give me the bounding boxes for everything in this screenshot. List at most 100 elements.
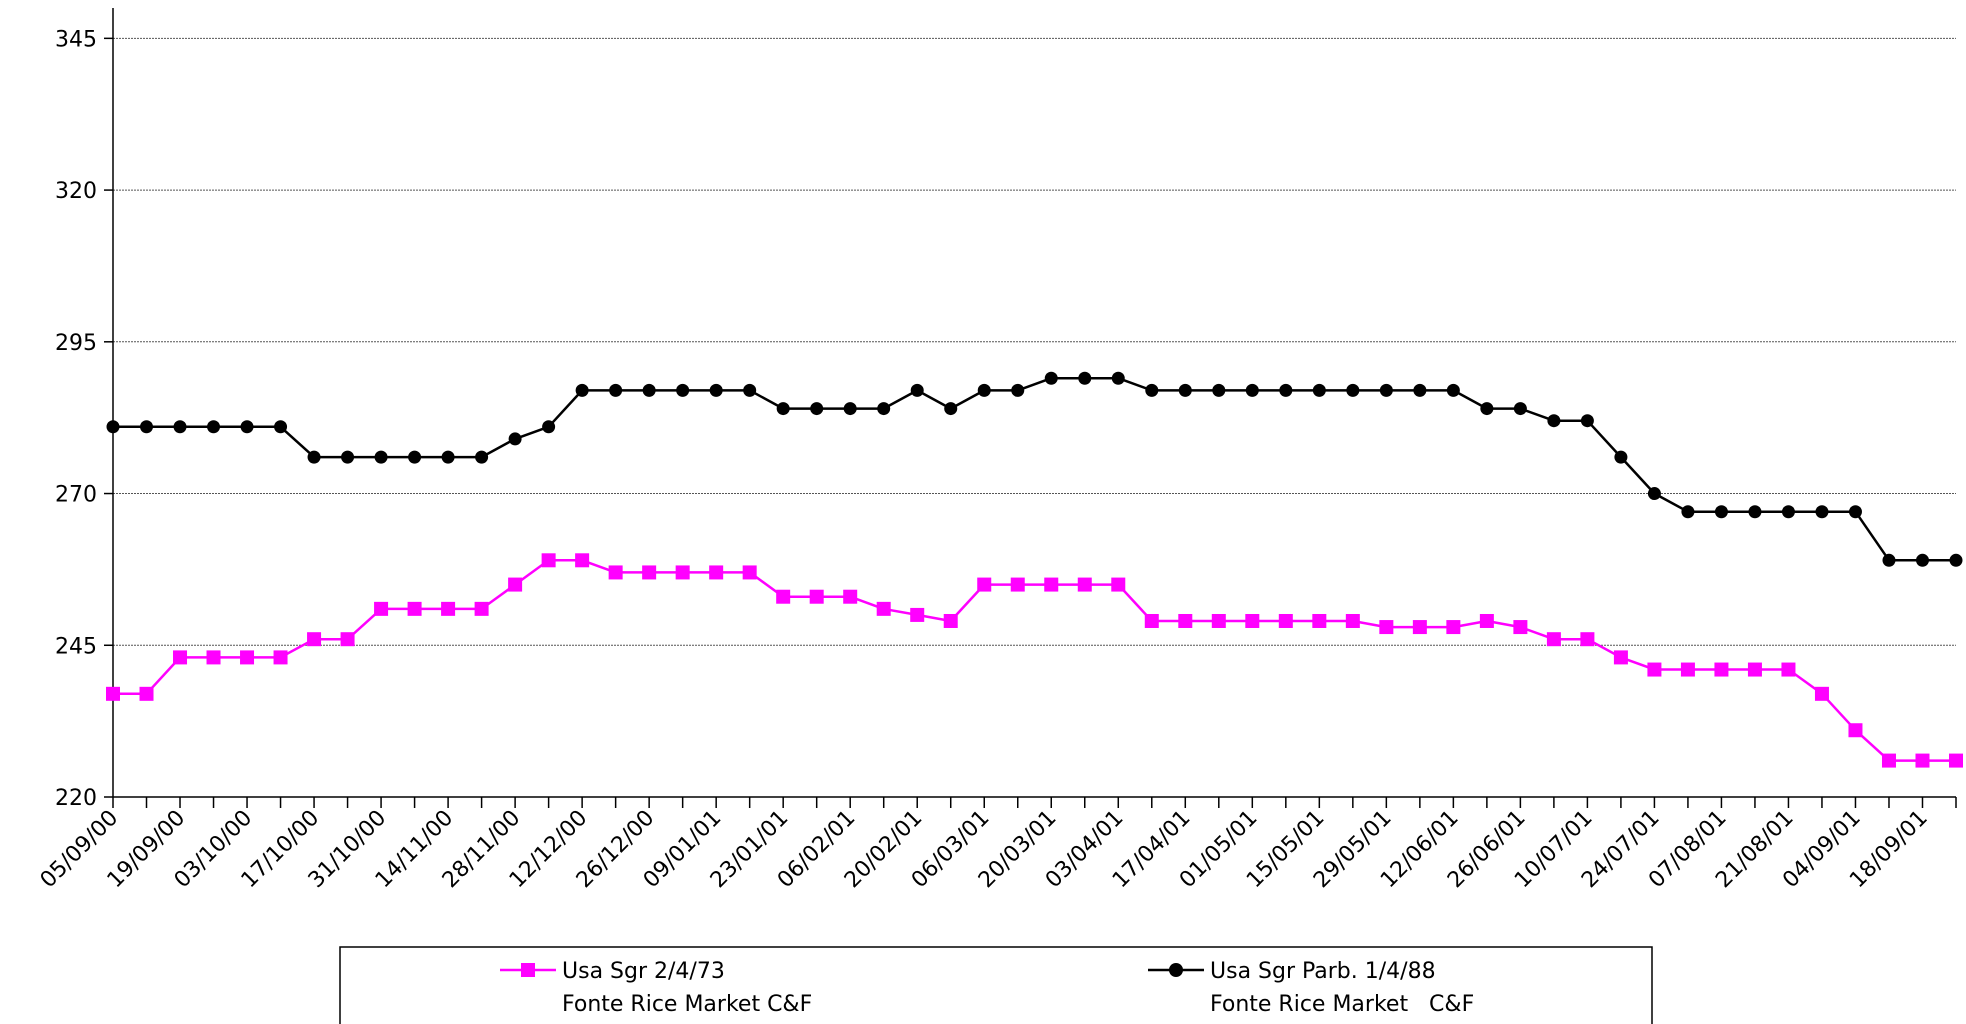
data-point: [173, 650, 188, 665]
data-point: [742, 565, 757, 580]
legend-entry-1: Usa Sgr 2/4/73 Fonte Rice Market C&F: [500, 959, 812, 1017]
data-point: [1379, 620, 1394, 635]
legend-label-2: Usa Sgr Parb. 1/4/88: [1210, 959, 1436, 984]
data-point: [340, 632, 355, 647]
data-point: [1815, 505, 1829, 519]
data-point: [1848, 723, 1863, 738]
data-point: [1714, 662, 1729, 677]
data-point: [1111, 371, 1125, 385]
legend-box: [339, 946, 1653, 1024]
data-point: [408, 450, 422, 464]
data-point: [1814, 686, 1829, 701]
y-tick-label-220: 220: [55, 786, 97, 811]
data-point: [575, 553, 590, 568]
data-point: [676, 383, 690, 397]
data-point: [1748, 505, 1762, 519]
data-point: [1580, 632, 1595, 647]
data-point: [1681, 505, 1695, 519]
data-point: [475, 450, 489, 464]
data-point: [1278, 613, 1293, 628]
data-point: [843, 589, 858, 604]
data-point: [743, 383, 757, 397]
data-point: [441, 450, 455, 464]
data-point: [1178, 613, 1193, 628]
data-point: [776, 589, 791, 604]
data-point: [1346, 383, 1360, 397]
data-point: [1546, 632, 1561, 647]
data-point: [1949, 753, 1963, 768]
y-tick-label-295: 295: [55, 331, 97, 356]
data-point: [307, 450, 321, 464]
data-point: [407, 601, 422, 616]
data-point: [1178, 383, 1192, 397]
data-point: [173, 420, 187, 434]
data-point: [776, 402, 790, 416]
legend-label-1: Usa Sgr 2/4/73: [562, 959, 725, 984]
data-point: [106, 686, 120, 701]
data-point: [1446, 620, 1461, 635]
data-point: [1044, 577, 1059, 592]
data-point: [1279, 383, 1293, 397]
data-point: [1078, 371, 1092, 385]
grid-lines: [113, 37, 1956, 646]
data-point: [1882, 553, 1896, 567]
data-point: [341, 450, 355, 464]
series-2: [106, 371, 1963, 567]
data-point: [1446, 383, 1460, 397]
legend: Usa Sgr 2/4/73 Fonte Rice Market C&F Usa…: [339, 946, 1653, 1024]
data-point: [977, 383, 991, 397]
data-point: [709, 565, 724, 580]
data-point: [1010, 577, 1025, 592]
data-point: [140, 420, 154, 434]
data-point: [1111, 577, 1126, 592]
data-point: [809, 589, 824, 604]
data-point: [374, 601, 389, 616]
legend-sublabel-1: Fonte Rice Market C&F: [562, 992, 812, 1017]
data-point: [1647, 487, 1661, 501]
data-point: [274, 420, 288, 434]
data-point: [240, 650, 255, 665]
data-point: [910, 383, 924, 397]
data-point: [977, 577, 992, 592]
data-point: [1412, 620, 1427, 635]
data-point: [1915, 753, 1930, 768]
data-point: [575, 383, 589, 397]
data-point: [876, 601, 891, 616]
data-point: [207, 420, 221, 434]
data-point: [810, 402, 824, 416]
y-tick-label-320: 320: [55, 179, 97, 204]
data-point: [709, 383, 723, 397]
data-point: [1747, 662, 1762, 677]
data-point: [1345, 613, 1360, 628]
data-point: [1915, 553, 1929, 567]
data-point: [1680, 662, 1695, 677]
data-point: [441, 601, 456, 616]
data-point: [608, 565, 623, 580]
data-point: [206, 650, 221, 665]
data-point: [1145, 383, 1159, 397]
data-point: [1781, 662, 1796, 677]
data-point: [1647, 662, 1662, 677]
data-point: [139, 686, 154, 701]
series-1: [106, 553, 1963, 768]
data-point: [1547, 414, 1561, 428]
data-point: [106, 420, 120, 434]
y-tick-label-245: 245: [55, 634, 97, 659]
series-line-2: [113, 376, 1956, 562]
data-point: [1077, 577, 1092, 592]
legend-swatch-marker-1: [521, 963, 535, 977]
axes: 22024527029532034505/09/0019/09/0003/10/…: [36, 8, 1957, 893]
data-point: [1011, 383, 1025, 397]
data-point: [1613, 650, 1628, 665]
data-point: [474, 601, 489, 616]
data-point: [1513, 620, 1528, 635]
data-point: [1480, 402, 1494, 416]
data-point: [508, 577, 523, 592]
data-point: [273, 650, 288, 665]
series-layer: [106, 371, 1963, 768]
data-point: [1413, 383, 1427, 397]
data-point: [1479, 613, 1494, 628]
y-tick-label-270: 270: [55, 483, 97, 508]
